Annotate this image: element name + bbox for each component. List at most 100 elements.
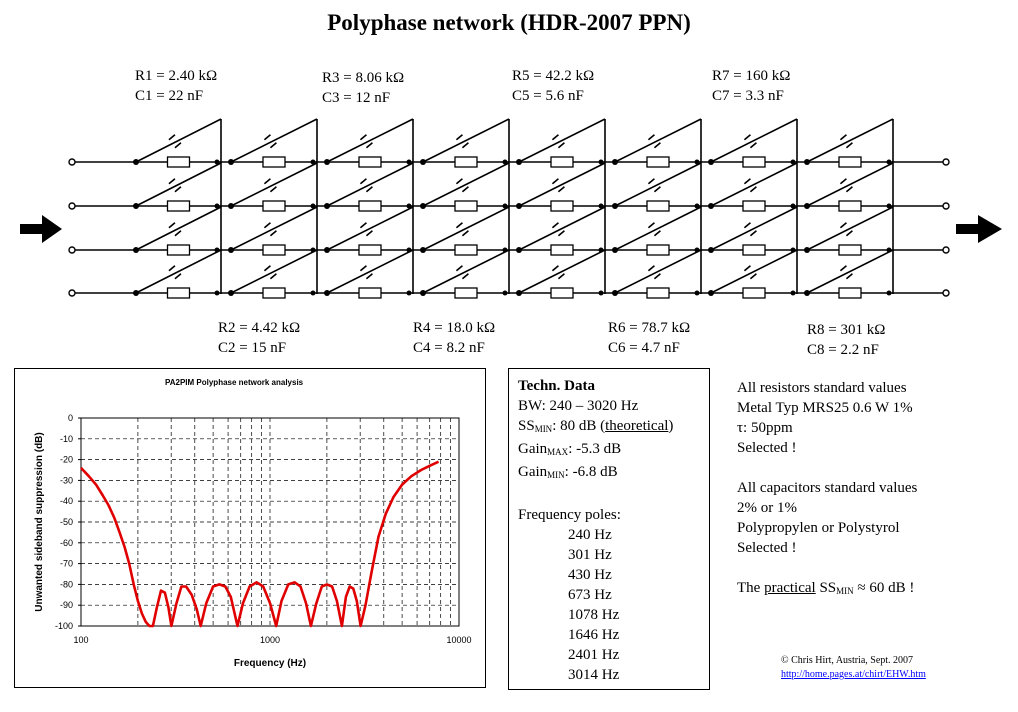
capacitor-symbol bbox=[647, 134, 661, 149]
capacitor-symbol bbox=[551, 222, 565, 237]
capacitor-note-1: All capacitors standard values bbox=[737, 480, 918, 496]
capacitor-wire bbox=[326, 249, 414, 294]
capacitor-wire bbox=[135, 162, 222, 207]
junction-dot bbox=[420, 159, 426, 165]
resistor-symbol bbox=[550, 287, 574, 299]
capacitor-note-2: 2% or 1% bbox=[737, 500, 797, 516]
capacitor-wire bbox=[230, 249, 318, 294]
c7-label: C7 = 3.3 nF bbox=[712, 88, 784, 104]
capacitor-wire bbox=[422, 118, 510, 163]
practical-note: The practical SSMIN ≈ 60 dB ! bbox=[737, 580, 915, 596]
junction-dot bbox=[310, 247, 316, 253]
y-tick-label: 0 bbox=[68, 413, 73, 423]
junction-dot bbox=[214, 203, 220, 209]
junction-dot bbox=[804, 159, 810, 165]
pole-item: 1646 Hz bbox=[568, 627, 620, 643]
resistor-symbol bbox=[838, 244, 862, 256]
pole-item: 3014 Hz bbox=[568, 667, 620, 683]
junction-dot bbox=[790, 159, 796, 165]
capacitor-symbol bbox=[168, 178, 182, 193]
capacitor-wire bbox=[710, 249, 798, 294]
resistor-symbol bbox=[550, 244, 574, 256]
input-terminal bbox=[68, 158, 76, 166]
gain-max-line: GainMAX: -5.3 dB bbox=[518, 441, 622, 457]
junction-dot bbox=[598, 247, 604, 253]
junction-dot bbox=[310, 203, 316, 209]
junction-dot bbox=[886, 203, 892, 209]
capacitor-symbol bbox=[168, 222, 182, 237]
pole-item: 2401 Hz bbox=[568, 647, 620, 663]
junction-dot bbox=[886, 290, 892, 296]
input-arrow-icon bbox=[20, 215, 62, 243]
capacitor-symbol bbox=[168, 134, 182, 149]
junction-dot bbox=[694, 247, 700, 253]
junction-dot bbox=[420, 290, 426, 296]
resistor-symbol bbox=[454, 287, 478, 299]
junction-dot bbox=[214, 290, 220, 296]
capacitor-wire bbox=[806, 206, 894, 251]
junction-dot bbox=[228, 247, 234, 253]
y-tick-label: -50 bbox=[60, 517, 73, 527]
capacitor-wire bbox=[710, 118, 798, 163]
y-tick-label: -60 bbox=[60, 538, 73, 548]
input-terminal bbox=[68, 246, 76, 254]
y-tick-label: -70 bbox=[60, 559, 73, 569]
capacitor-symbol bbox=[647, 178, 661, 193]
c3-label: C3 = 12 nF bbox=[322, 90, 391, 106]
y-tick-label: -80 bbox=[60, 579, 73, 589]
capacitor-symbol bbox=[839, 134, 853, 149]
capacitor-symbol bbox=[647, 265, 661, 280]
pole-item: 430 Hz bbox=[568, 567, 612, 583]
chart-title: PA2PIM Polyphase network analysis bbox=[165, 378, 304, 387]
capacitor-wire bbox=[518, 206, 606, 251]
capacitor-symbol bbox=[839, 178, 853, 193]
y-axis-label: Unwanted sideband suppression (dB) bbox=[34, 432, 45, 611]
x-tick-label: 10000 bbox=[446, 635, 471, 645]
poles-heading: Frequency poles: bbox=[518, 507, 621, 523]
website-link[interactable]: http://home.pages.at/chirt/EHW.htm bbox=[781, 669, 926, 680]
capacitor-symbol bbox=[359, 222, 373, 237]
stage1-labels: R1 = 2.40 kΩ C1 = 22 nF bbox=[135, 66, 217, 106]
ss-min-line: SSMIN: 80 dB (theoretical) bbox=[518, 418, 674, 434]
r1-label: R1 = 2.40 kΩ bbox=[135, 68, 218, 84]
capacitor-symbol bbox=[743, 265, 757, 280]
junction-dot bbox=[420, 203, 426, 209]
output-terminal bbox=[942, 158, 950, 166]
capacitor-symbol bbox=[839, 222, 853, 237]
capacitor-symbol bbox=[743, 134, 757, 149]
junction-dot bbox=[420, 247, 426, 253]
resistor-symbol bbox=[262, 156, 286, 168]
capacitor-wire bbox=[326, 118, 414, 163]
c5-label: C5 = 5.6 nF bbox=[512, 88, 584, 104]
junction-dot bbox=[804, 203, 810, 209]
capacitor-wire bbox=[422, 249, 510, 294]
r6-label: R6 = 78.7 kΩ bbox=[608, 320, 691, 336]
resistor-symbol bbox=[646, 200, 670, 212]
capacitor-symbol bbox=[551, 178, 565, 193]
resistor-symbol bbox=[646, 287, 670, 299]
c8-label: C8 = 2.2 nF bbox=[807, 342, 879, 358]
junction-dot bbox=[324, 290, 330, 296]
pole-item: 301 Hz bbox=[568, 547, 612, 563]
capacitor-symbol bbox=[743, 178, 757, 193]
capacitor-wire bbox=[230, 206, 318, 251]
resistor-symbol bbox=[166, 156, 191, 168]
bw-line: BW: 240 – 3020 Hz bbox=[518, 398, 639, 414]
capacitor-symbol bbox=[359, 178, 373, 193]
capacitor-symbol bbox=[455, 265, 469, 280]
y-tick-label: -30 bbox=[60, 475, 73, 485]
junction-dot bbox=[310, 290, 316, 296]
c2-label: C2 = 15 nF bbox=[218, 340, 287, 356]
resistor-symbol bbox=[166, 287, 191, 299]
r4-label: R4 = 18.0 kΩ bbox=[413, 320, 496, 336]
resistor-symbol bbox=[358, 156, 382, 168]
stage6-labels: R6 = 78.7 kΩ C6 = 4.7 nF bbox=[608, 318, 690, 358]
r7-label: R7 = 160 kΩ bbox=[712, 68, 791, 84]
capacitor-wire bbox=[326, 206, 414, 251]
tech-data-box bbox=[508, 368, 710, 690]
junction-dot bbox=[694, 203, 700, 209]
junction-dot bbox=[228, 290, 234, 296]
junction-dot bbox=[790, 247, 796, 253]
junction-dot bbox=[804, 290, 810, 296]
